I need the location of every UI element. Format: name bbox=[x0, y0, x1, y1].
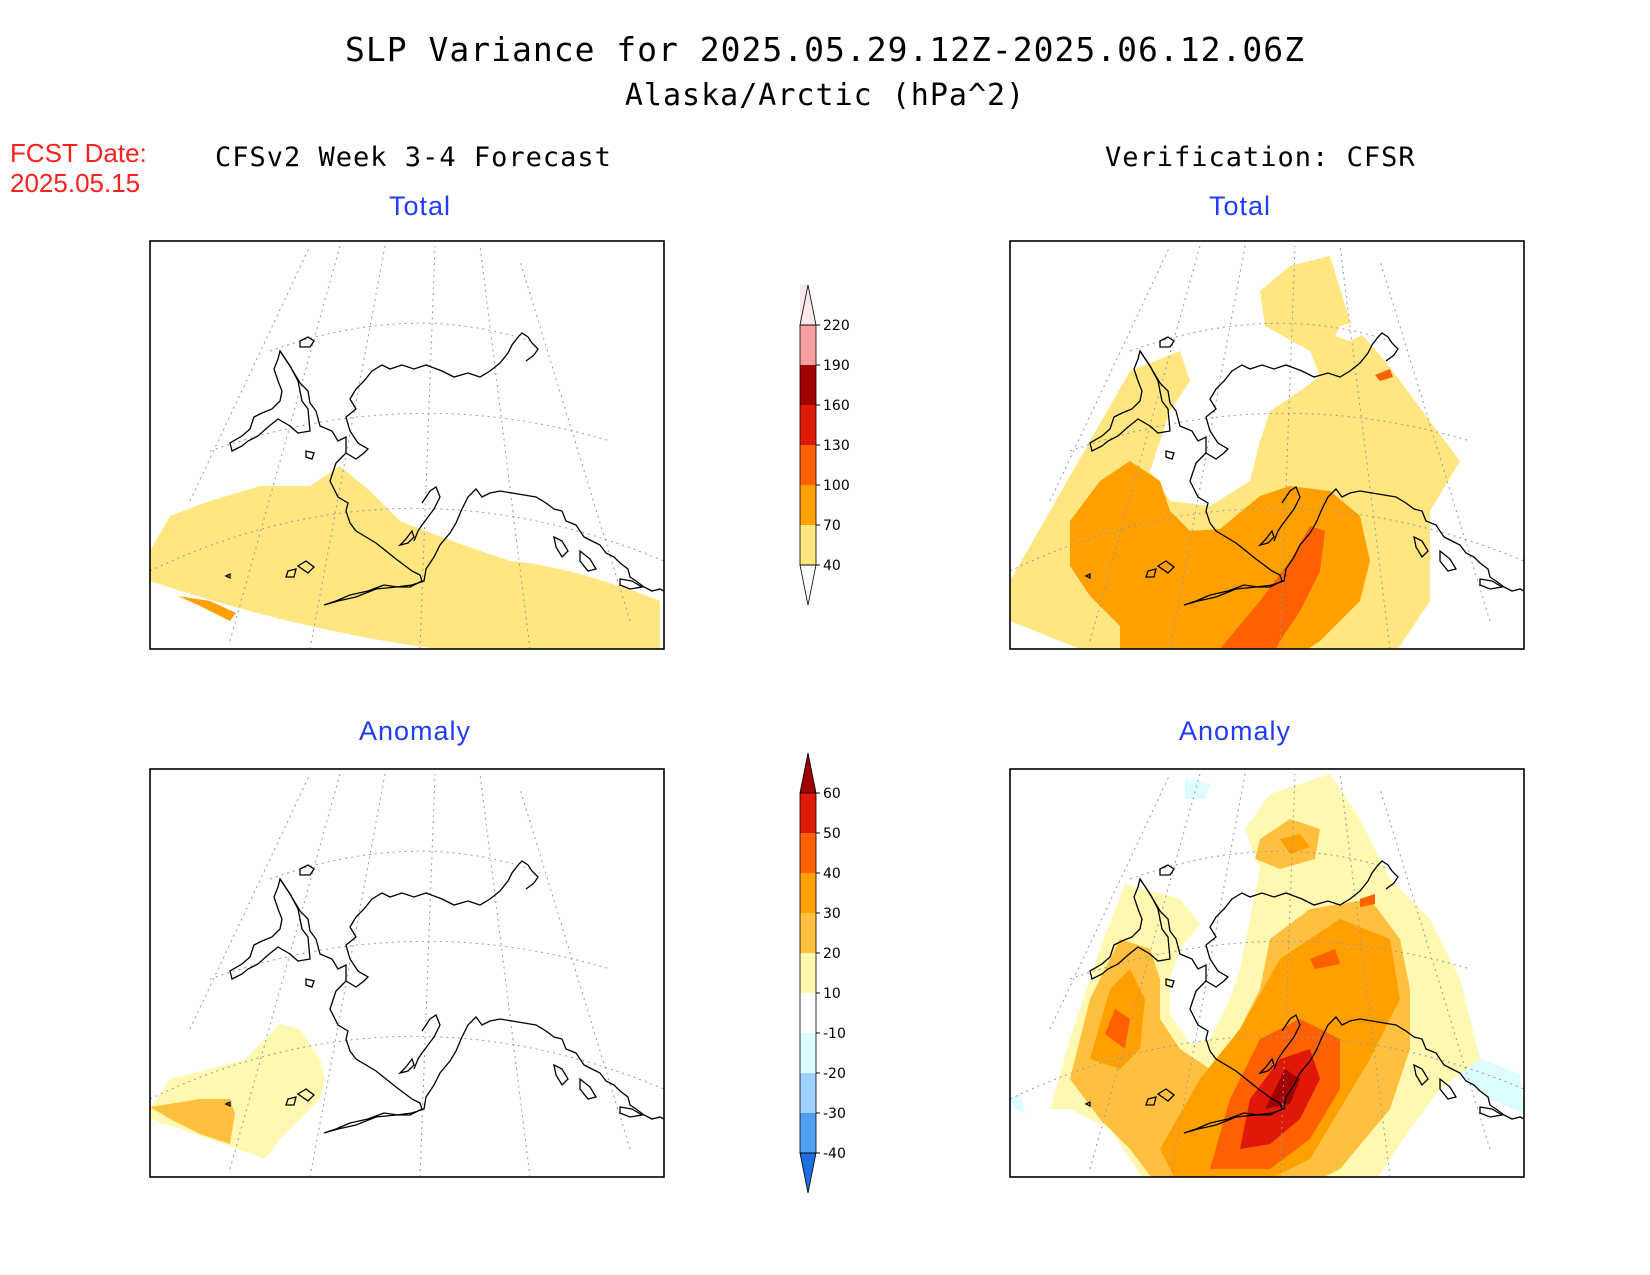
left-column-header: CFSv2 Week 3-4 Forecast bbox=[215, 142, 612, 173]
colorbar-anomaly-label: -20 bbox=[823, 1066, 846, 1082]
chart-subtitle: Alaska/Arctic (hPa^2) bbox=[624, 78, 1026, 113]
shade-40-70 bbox=[150, 466, 660, 649]
forecast-date-value: 2025.05.15 bbox=[10, 168, 141, 198]
shade-10-20 bbox=[150, 1024, 325, 1159]
colorbar-anomaly: 60 50 40 30 20 10 -10 -20 -30 -40 bbox=[799, 752, 846, 1194]
colorbar-anomaly-label: 40 bbox=[823, 866, 841, 882]
shade-100-130-small bbox=[1375, 369, 1393, 381]
colorbar-total-label: 130 bbox=[823, 438, 850, 454]
map-forecast-total bbox=[149, 240, 665, 650]
colorbar-total: 220 190 160 130 100 70 40 bbox=[799, 284, 850, 606]
colorbar-anomaly-label: 30 bbox=[823, 906, 841, 922]
shade-40-50 bbox=[1105, 1009, 1130, 1049]
shade-70-100 bbox=[178, 596, 236, 621]
panel-title-verification-anomaly: Anomaly bbox=[1178, 716, 1292, 746]
map-frame bbox=[1009, 240, 1525, 650]
right-column-header: Verification: CFSR bbox=[1105, 142, 1416, 173]
colorbar-total-label: 40 bbox=[823, 558, 841, 574]
map-frame bbox=[149, 768, 665, 1178]
forecast-date-label: FCST Date: bbox=[10, 138, 147, 168]
panel-title-verification-total: Total bbox=[1208, 191, 1272, 221]
colorbar-total-label: 100 bbox=[823, 478, 850, 494]
panel-title-forecast-anomaly: Anomaly bbox=[358, 716, 472, 746]
map-forecast-anomaly bbox=[149, 768, 665, 1178]
map-frame bbox=[1009, 768, 1525, 1178]
colorbar-total-label: 160 bbox=[823, 398, 850, 414]
colorbar-anomaly-label: 60 bbox=[823, 786, 841, 802]
colorbar-anomaly-label: 20 bbox=[823, 946, 841, 962]
colorbar-anomaly-label: -40 bbox=[823, 1146, 846, 1162]
map-verification-total bbox=[1009, 240, 1525, 650]
colorbar-anomaly-label: 50 bbox=[823, 826, 841, 842]
colorbar-anomaly-label: 10 bbox=[823, 986, 841, 1002]
panel-title-forecast-total: Total bbox=[388, 191, 452, 221]
shade-100-130 bbox=[1220, 526, 1325, 649]
colorbar-anomaly-label: -10 bbox=[823, 1026, 846, 1042]
chart-title: SLP Variance for 2025.05.29.12Z-2025.06.… bbox=[345, 30, 1305, 69]
map-frame bbox=[149, 240, 665, 650]
shade-20-30 bbox=[150, 1099, 235, 1144]
colorbar-total-label: 220 bbox=[823, 318, 850, 334]
forecast-date: FCST Date: 2025.05.15 bbox=[10, 138, 147, 198]
shade-60-plus bbox=[1265, 1069, 1300, 1109]
colorbar-total-label: 190 bbox=[823, 358, 850, 374]
colorbar-anomaly-label: -30 bbox=[823, 1106, 846, 1122]
map-verification-anomaly bbox=[1009, 768, 1525, 1178]
colorbar-total-label: 70 bbox=[823, 518, 841, 534]
